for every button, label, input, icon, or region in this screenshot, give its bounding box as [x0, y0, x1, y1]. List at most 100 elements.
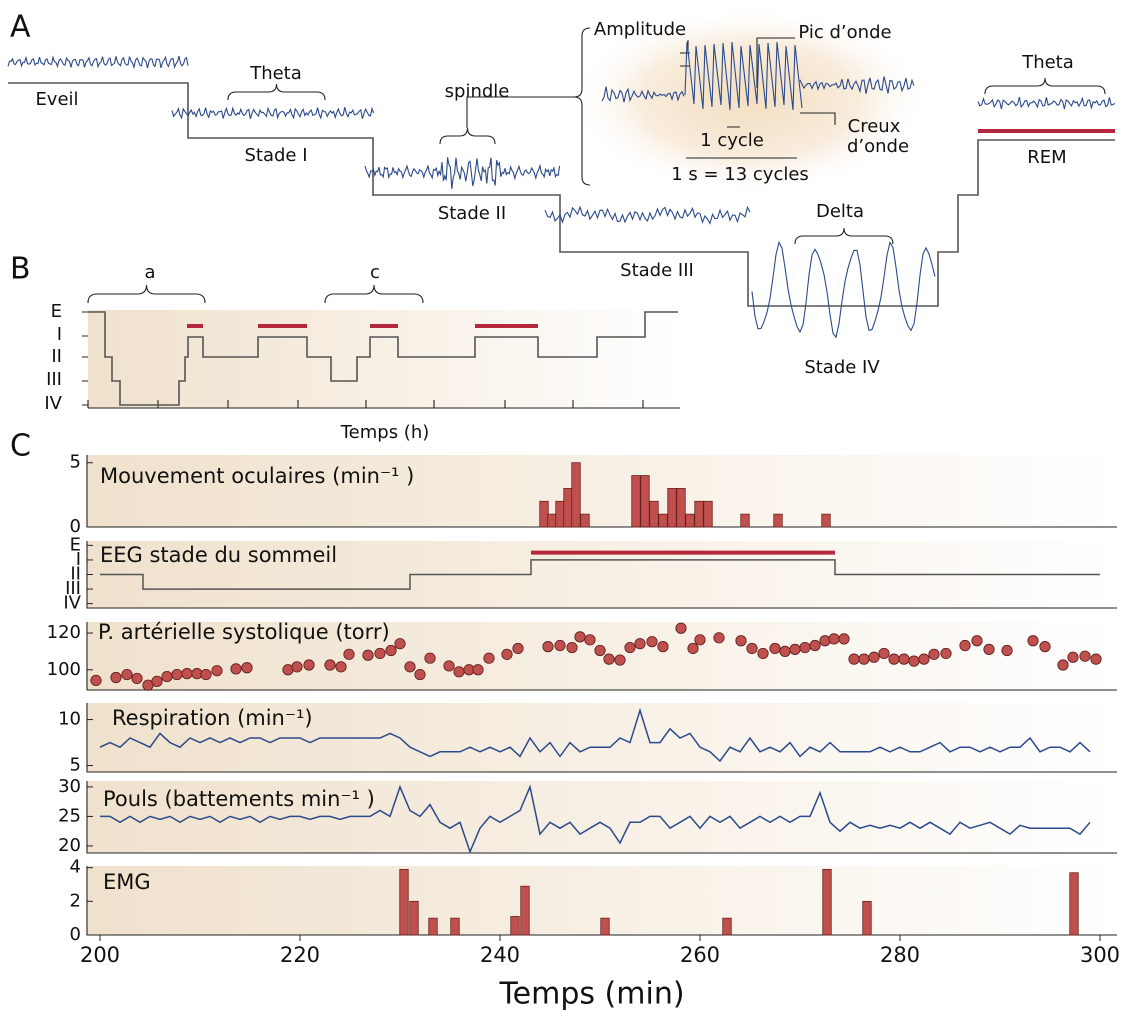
y-tick-label: 5: [70, 452, 81, 473]
bar: [631, 475, 641, 528]
eeg-trace: [7, 55, 189, 70]
point: [918, 653, 930, 665]
point: [779, 645, 791, 658]
point: [303, 659, 315, 671]
inset-glow: [570, 5, 930, 195]
level-label: III: [46, 369, 62, 390]
point: [878, 647, 890, 660]
eeg-trace: [799, 76, 915, 94]
chart-title: EMG: [103, 870, 151, 894]
inset-label: d’onde: [847, 136, 909, 157]
point: [735, 635, 747, 647]
y-tick-label: E: [70, 534, 81, 555]
bar: [822, 868, 832, 936]
bar: [640, 475, 650, 528]
chart-title: Mouvement oculaires (min⁻¹ ): [100, 464, 414, 488]
y-tick-label: I: [76, 549, 81, 570]
bar: [428, 917, 438, 936]
hypnogram: [88, 311, 678, 406]
y-tick-label: II: [70, 564, 81, 585]
bar: [649, 500, 659, 528]
bar: [694, 500, 704, 528]
bar: [773, 513, 783, 528]
point: [472, 664, 484, 676]
point: [789, 643, 801, 655]
chart-title: EEG stade du sommeil: [100, 543, 337, 567]
point: [646, 636, 658, 648]
point: [908, 655, 920, 667]
point: [335, 661, 347, 673]
point: [414, 668, 426, 681]
wave-label: Delta: [816, 201, 864, 222]
point: [374, 647, 386, 660]
stage-label: Stade III: [620, 260, 694, 281]
y-tick-label: IV: [63, 593, 81, 614]
point: [90, 674, 102, 687]
point: [171, 668, 183, 681]
point: [940, 647, 952, 660]
point: [746, 642, 758, 655]
point: [1001, 644, 1013, 657]
stage-label: Stade I: [244, 145, 307, 166]
eeg-trace: [364, 157, 561, 189]
y-tick-label: 0: [70, 516, 81, 537]
y-tick-label: 2: [70, 890, 81, 911]
point: [687, 642, 699, 655]
eeg-trace: [544, 205, 751, 225]
point: [634, 638, 646, 650]
inset-label: Creux: [848, 116, 901, 137]
point: [1090, 653, 1102, 665]
eeg-trace: [977, 96, 1116, 110]
wave-label: Theta: [1021, 52, 1074, 73]
y-tick-label: III: [65, 578, 81, 599]
eeg-trace: [684, 41, 803, 111]
point: [1027, 635, 1039, 647]
inset-label: 1 s = 13 cycles: [671, 164, 809, 185]
point: [443, 660, 455, 672]
bar: [555, 500, 565, 528]
y-tick-label: 20: [58, 835, 81, 856]
wave-label: spindle: [445, 81, 510, 102]
point: [501, 648, 513, 660]
bar: [450, 917, 460, 936]
point: [181, 668, 193, 680]
bar: [600, 917, 610, 936]
point: [838, 633, 850, 645]
bar: [740, 513, 750, 528]
bar: [685, 513, 695, 528]
point: [404, 661, 416, 673]
x-axis-title: Temps (min): [498, 977, 684, 1012]
point: [1079, 650, 1091, 662]
bracket: [794, 227, 894, 245]
point: [385, 644, 397, 657]
x-tick-label: 240: [480, 943, 520, 967]
stage-label: Stade II: [438, 203, 506, 224]
bracket: [439, 127, 496, 145]
point: [828, 633, 840, 645]
stage-label: Stade IV: [804, 357, 880, 378]
point: [888, 653, 900, 665]
x-tick-label: 220: [280, 943, 320, 967]
connector: [466, 27, 591, 186]
point: [542, 641, 554, 653]
point: [151, 675, 163, 687]
point: [928, 648, 940, 660]
point: [983, 643, 995, 655]
point: [898, 653, 910, 665]
y-tick-label: 100: [47, 659, 81, 680]
frame: [86, 781, 1117, 854]
level-label: E: [51, 301, 62, 322]
y-tick-label: 0: [70, 924, 81, 945]
point: [603, 653, 615, 665]
x-tick-label: 200: [80, 943, 120, 967]
bracket: [324, 284, 424, 304]
y-tick-label: 25: [58, 805, 81, 826]
panel-label: B: [10, 252, 31, 287]
point: [1067, 651, 1079, 663]
x-tick-label: 280: [880, 943, 920, 967]
point: [799, 641, 811, 654]
inset-label: Pic d’onde: [798, 22, 891, 43]
point: [757, 647, 769, 660]
point: [675, 622, 687, 634]
